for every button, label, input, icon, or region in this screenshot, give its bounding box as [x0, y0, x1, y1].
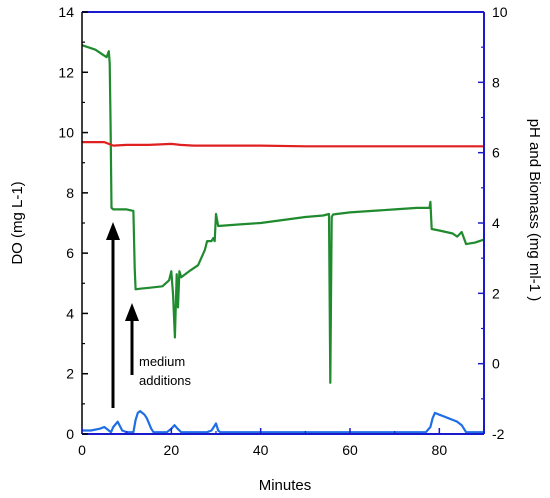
y-right-axis-title: pH and Biomass (mg ml-1 ) [526, 119, 543, 302]
x-tick-label: 60 [342, 442, 358, 458]
annotation-text-line-1: medium [139, 354, 185, 369]
y-left-axis-title: DO (mg L-1) [9, 181, 26, 264]
series-line-do [81, 44, 485, 384]
series-line-biomass [82, 410, 484, 434]
annotation-text-line-2: additions [139, 373, 192, 388]
y-right-tick-label: -2 [492, 426, 505, 442]
axis-layer: 0 20 40 60 80 0 2 4 6 8 10 12 14 -2 0 2 4 6 8 10 [58, 4, 507, 458]
y-right-tick-label: 2 [492, 285, 500, 301]
y-left-tick-label: 4 [66, 305, 74, 321]
y-left-tick-label: 12 [58, 64, 74, 80]
y-left-tick-label: 6 [66, 245, 74, 261]
y-left-tick-label: 0 [66, 426, 74, 442]
y-right-tick-label: 8 [492, 74, 500, 90]
annotation-arrowhead-2 [125, 303, 139, 321]
y-left-tick-label: 2 [66, 366, 74, 382]
y-right-tick-label: 6 [492, 145, 500, 161]
x-tick-label: 0 [78, 442, 86, 458]
x-tick-label: 20 [164, 442, 180, 458]
y-right-tick-label: 10 [492, 4, 508, 20]
series-line-ph [82, 141, 484, 148]
x-axis-title: Minutes [259, 477, 312, 494]
y-left-tick-label: 8 [66, 185, 74, 201]
y-right-tick-label: 4 [492, 215, 500, 231]
y-left-tick-label: 10 [58, 125, 74, 141]
series-layer [81, 44, 485, 434]
x-tick-label: 40 [253, 442, 269, 458]
y-right-tick-label: 0 [492, 356, 500, 372]
annotation-arrowhead-1 [106, 222, 120, 240]
x-tick-label: 80 [432, 442, 448, 458]
y-left-tick-label: 14 [58, 4, 74, 20]
annotation-layer: medium additions [106, 222, 192, 408]
